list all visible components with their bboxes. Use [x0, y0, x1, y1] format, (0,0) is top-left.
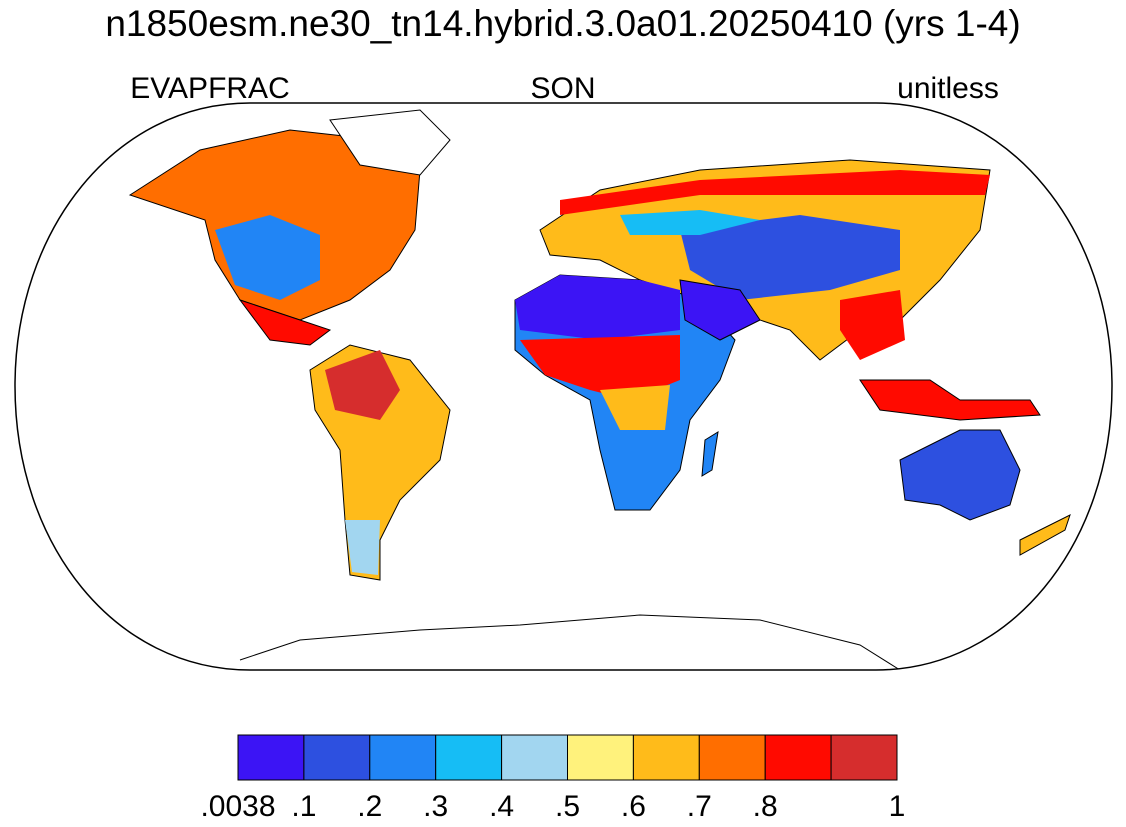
tick-label: .5: [555, 790, 580, 822]
color-box: [764, 734, 832, 781]
map-border: [14, 102, 1113, 671]
color-box: [698, 734, 766, 781]
color-box: [237, 734, 305, 781]
left-label: EVAPFRAC: [130, 72, 289, 105]
color-box: [830, 734, 898, 781]
color-box: [567, 734, 634, 781]
tick-label: .3: [423, 790, 448, 822]
color-box: [501, 734, 569, 781]
color-box: [632, 734, 700, 781]
tick-label: .6: [621, 790, 646, 822]
tick-label: .1: [291, 790, 316, 822]
map: [14, 102, 1113, 671]
color-box: [369, 734, 437, 781]
tick-label: .8: [753, 790, 778, 822]
color-box: [303, 734, 371, 781]
tick-label: .7: [687, 790, 712, 822]
colorbar: .0038 .1 .2 .3 .4 .5 .6 .7 .8 1: [200, 734, 906, 823]
color-box: [435, 734, 503, 781]
tick-label: .0038: [200, 790, 275, 822]
title: n1850esm.ne30_tn14.hybrid.3.0a01.2025041…: [105, 3, 1020, 44]
center-label: SON: [530, 72, 595, 105]
tick-label: .2: [357, 790, 382, 822]
right-label: unitless: [897, 72, 999, 105]
tick-label: .4: [489, 790, 514, 822]
tick-label: 1: [889, 790, 906, 822]
